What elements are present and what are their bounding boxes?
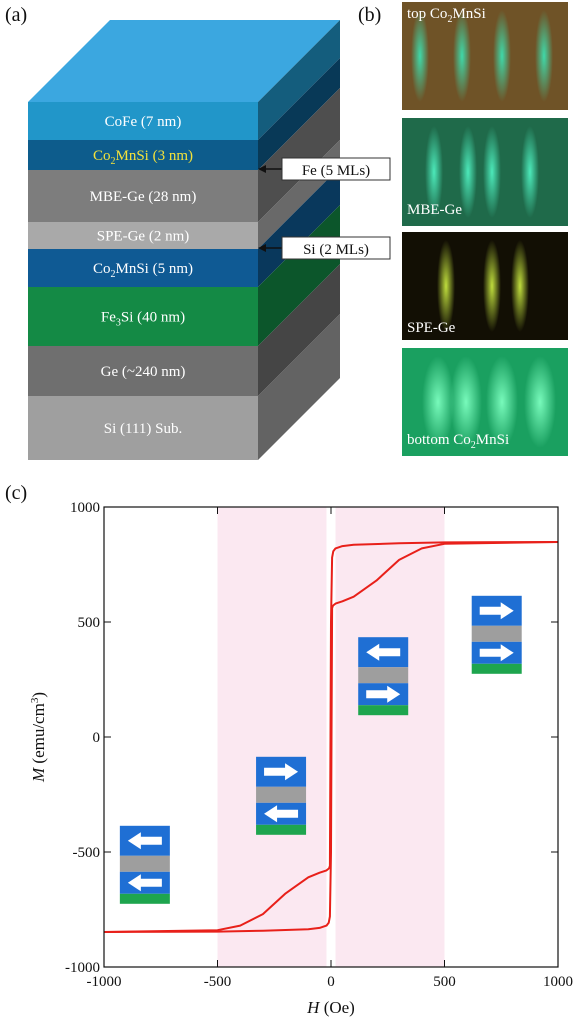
stack-top-face [28, 20, 340, 102]
arrow-left-icon [264, 805, 299, 823]
layer-side-face [258, 88, 340, 222]
layer-label: CoFe (7 nm) [105, 114, 182, 130]
callout-fe-text: Fe (5 MLs) [302, 163, 370, 179]
layer-front-face [28, 396, 258, 460]
layer-label: Co2MnSi (3 nm) [93, 148, 193, 167]
magnetization-state-icon-2 [358, 637, 409, 716]
mh-hysteresis-chart: -1000 -500 0 500 1000 -1000 -500 0 500 1000 H (Oe)… [29, 500, 573, 1017]
shaded-region-0 [217, 507, 327, 967]
magnetization-state-icon-1 [256, 756, 307, 835]
layer-side-face [258, 264, 340, 396]
layer-7: Si (111) Sub. [28, 314, 340, 460]
callout-fe: Fe (5 MLs) [258, 157, 391, 181]
layer-stack-diagram: CoFe (7 nm) Co2MnSi (3 nm) MBE-Ge (28 nm) S… [28, 20, 391, 460]
rheed-streak [483, 126, 501, 218]
arrow-right-icon [366, 685, 401, 703]
panel-label-a: (a) [5, 4, 28, 26]
y-tick-label: 500 [78, 615, 101, 631]
rheed-streak [511, 240, 529, 332]
layer-2: MBE-Ge (28 nm) [28, 88, 340, 222]
rheed-label: MBE-Ge [407, 202, 462, 218]
layer-front-face [28, 222, 258, 249]
x-tick-label: 500 [433, 974, 456, 990]
arrow-right-icon [479, 602, 514, 620]
magnetization-state-icon-3 [471, 595, 522, 674]
layer-label: Co2MnSi (5 nm) [93, 261, 193, 280]
rheed-pattern-2: SPE-Ge [402, 232, 568, 340]
x-axis-title: H (Oe) [306, 998, 355, 1017]
arrow-left-icon [127, 832, 162, 850]
rheed-label: bottom Co2MnSi [407, 432, 510, 451]
layer-label: Fe3Si (40 nm) [101, 310, 185, 329]
layer-label: Si (111) Sub. [104, 421, 182, 437]
layer-front-face [28, 249, 258, 287]
rheed-streak [524, 356, 556, 448]
rheed-streak [411, 10, 429, 102]
rheed-streak [425, 126, 443, 218]
rheed-streak [521, 126, 539, 218]
y-tick-label: -500 [73, 845, 101, 861]
shaded-region-1 [335, 507, 445, 967]
layer-label: SPE-Ge (2 nm) [97, 229, 190, 245]
layer-label: MBE-Ge (28 nm) [90, 189, 197, 205]
y-axis-title: M (emu/cm3) [29, 692, 48, 783]
rheed-streak [437, 240, 455, 332]
layer-side-face [258, 20, 340, 140]
stack-layers: CoFe (7 nm) Co2MnSi (3 nm) MBE-Ge (28 nm) S… [28, 20, 340, 460]
layer-5: Fe3Si (40 nm) [28, 205, 340, 346]
arrow-left-icon [127, 874, 162, 892]
layer-front-face [28, 346, 258, 396]
layer-side-face [258, 314, 340, 460]
x-tick-label: 0 [327, 974, 335, 990]
rheed-streak [486, 356, 518, 448]
layer-side-face [258, 167, 340, 287]
layer-6: Ge (~240 nm) [28, 264, 340, 396]
layer-side-face [258, 58, 340, 170]
x-tick-label: -1000 [87, 974, 122, 990]
layer-front-face [28, 140, 258, 170]
panel-label-b: (b) [358, 4, 382, 26]
rheed-pattern-3: bottom Co2MnSi [402, 348, 568, 456]
rheed-streak [535, 10, 553, 102]
hysteresis-ascending-branch [103, 541, 559, 933]
layer-4: Co2MnSi (5 nm) [28, 167, 340, 287]
arrow-right-icon [479, 644, 514, 662]
y-tick-label: -1000 [65, 960, 100, 976]
arrow-right-icon [264, 763, 299, 781]
rheed-streak [450, 356, 482, 448]
layer-label: Ge (~240 nm) [101, 364, 186, 380]
layer-front-face [28, 170, 258, 222]
rheed-streak [422, 356, 454, 448]
arrow-left-icon [366, 643, 401, 661]
panel-label-c: (c) [5, 482, 28, 504]
rheed-streak [493, 10, 511, 102]
rheed-streak [483, 240, 501, 332]
rheed-pattern-0: top Co2MnSi [402, 2, 568, 110]
callout-si-text: Si (2 MLs) [303, 242, 369, 258]
y-tick-label: 1000 [70, 500, 100, 516]
rheed-label: SPE-Ge [407, 320, 456, 336]
layer-front-face [28, 287, 258, 346]
layer-0: CoFe (7 nm) [28, 20, 340, 140]
rheed-label: top Co2MnSi [407, 6, 486, 25]
rheed-pattern-1: MBE-Ge [402, 118, 568, 226]
layer-1: Co2MnSi (3 nm) [28, 58, 340, 170]
callout-si: Si (2 MLs) [258, 236, 391, 260]
rheed-streak [453, 10, 471, 102]
y-tick-label: 0 [93, 730, 101, 746]
x-tick-label: -500 [204, 974, 232, 990]
magnetization-state-icon-0 [119, 825, 170, 904]
rheed-streak [459, 126, 477, 218]
x-tick-label: 1000 [543, 974, 573, 990]
layer-front-face [28, 102, 258, 140]
